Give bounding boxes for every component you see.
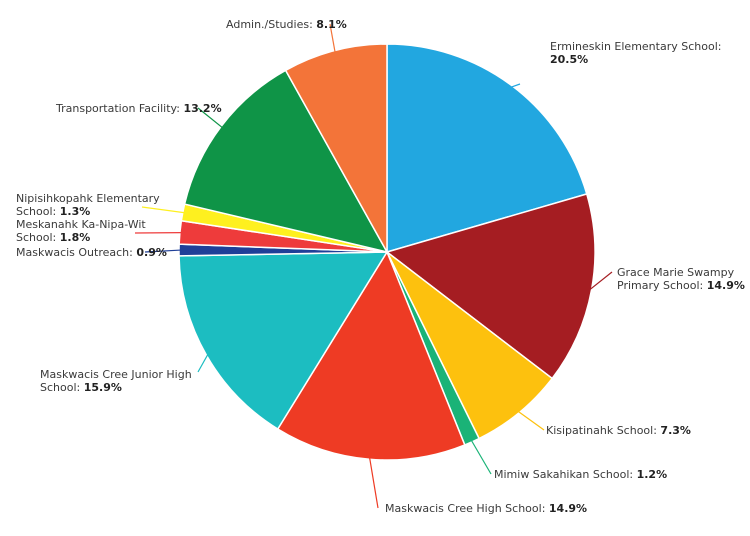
pie-slice-6 — [178, 251, 389, 431]
slice-label-8: Meskanahk Ka-Nipa-Wit School: 1.8% — [16, 218, 146, 244]
pie-slice-1 — [386, 43, 588, 253]
slice-label-10: Transportation Facility: 13.2% — [55, 102, 222, 115]
slice-label-9: Nipisihkopahk Elementary School: 1.3% — [16, 192, 160, 218]
slice-label-5: Maskwacis Cree High School: 14.9% — [385, 502, 587, 515]
leader-line-4 — [470, 439, 492, 475]
leader-line-10 — [197, 107, 224, 129]
slice-label-6: Maskwacis Cree Junior High School: 15.9% — [40, 368, 192, 394]
slice-label-2: Grace Marie Swampy Primary School: 14.9% — [617, 266, 745, 292]
leader-lines — [134, 23, 613, 509]
slice-label-7: Maskwacis Outreach: 0.9% — [16, 246, 167, 259]
leader-line-11 — [329, 23, 336, 53]
leader-line-2 — [589, 271, 613, 291]
slice-label-1: Ermineskin Elementary School: 20.5% — [550, 40, 721, 66]
leader-line-3 — [517, 410, 545, 431]
leader-line-7 — [144, 249, 182, 253]
leader-line-5 — [368, 457, 379, 509]
slice-label-4: Mimiw Sakahikan School: 1.2% — [494, 468, 667, 481]
pie-slices — [178, 43, 596, 461]
leader-line-9 — [141, 206, 185, 214]
slice-labels: Ermineskin Elementary School: 20.5% Grace … — [16, 18, 745, 515]
slice-label-3: Kisipatinahk School: 7.3% — [546, 424, 691, 437]
pie-slice-2 — [385, 193, 596, 380]
slice-label-11: Admin./Studies: 8.1% — [226, 18, 347, 31]
leader-line-1 — [510, 83, 521, 88]
leader-line-6 — [197, 353, 209, 373]
